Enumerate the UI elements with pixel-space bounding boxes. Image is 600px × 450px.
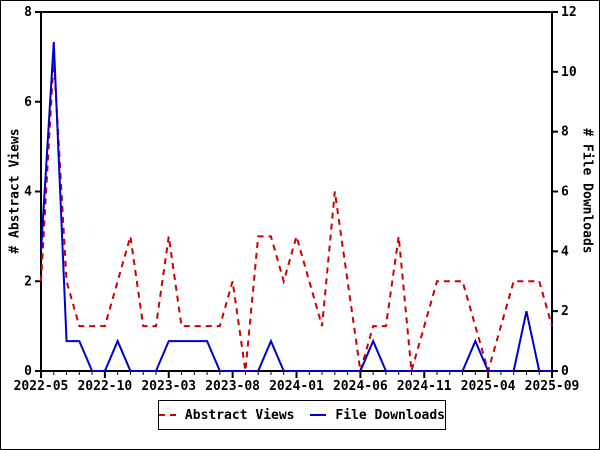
y-right-tick-label: 4 (561, 244, 569, 259)
x-tick-label: 2024-06 (333, 379, 388, 394)
file-downloads-line (40, 41, 552, 372)
plot-border (40, 11, 553, 372)
file-downloads-line-sample (309, 414, 327, 416)
x-tick-label: 2022-05 (14, 379, 69, 394)
y-right-tick-label: 0 (561, 364, 569, 379)
x-tick-label: 2023-08 (205, 379, 260, 394)
y-right-tick-label: 8 (561, 125, 569, 140)
legend-label-abstract-views: Abstract Views (184, 407, 295, 423)
legend-label-file-downloads: File Downloads (335, 407, 445, 423)
y-left-tick-label: 4 (24, 185, 32, 200)
y-right-tick-label: 2 (561, 304, 569, 319)
y-right-tick-label: 6 (561, 185, 569, 200)
x-tick-label: 2023-03 (141, 379, 196, 394)
y-left-tick-label: 0 (24, 364, 32, 379)
x-tick-label: 2022-10 (77, 379, 132, 394)
y-left-tick-label: 6 (24, 95, 32, 110)
y-left-tick-label: 2 (24, 274, 32, 289)
right-axis-title: # File Downloads (579, 128, 595, 254)
abstract-views-line (40, 56, 553, 375)
left-axis-title: # Abstract Views (7, 128, 23, 254)
y-left-tick-label: 8 (24, 5, 32, 20)
x-tick-label: 2025-04 (461, 379, 516, 394)
y-right-tick-label: 10 (561, 65, 577, 80)
chart-legend: Abstract Views File Downloads (158, 400, 446, 430)
x-tick-label: 2024-11 (397, 379, 452, 394)
abstract-views-line-sample (159, 414, 176, 416)
y-right-tick-label: 12 (561, 5, 577, 20)
x-tick-label: 2025-09 (525, 379, 580, 394)
x-tick-label: 2024-01 (269, 379, 324, 394)
